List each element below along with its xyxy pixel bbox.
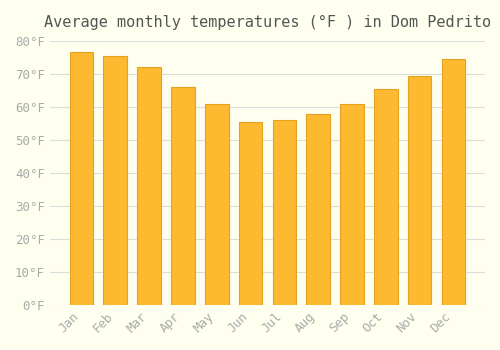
Bar: [374, 89, 398, 305]
Bar: [442, 59, 465, 305]
Bar: [340, 104, 364, 305]
Bar: [272, 120, 296, 305]
Bar: [70, 52, 94, 305]
Bar: [306, 113, 330, 305]
Bar: [138, 67, 161, 305]
Bar: [104, 56, 127, 305]
Bar: [171, 87, 194, 305]
Bar: [408, 76, 432, 305]
Bar: [205, 104, 229, 305]
Bar: [238, 122, 262, 305]
Title: Average monthly temperatures (°F ) in Dom Pedrito: Average monthly temperatures (°F ) in Do…: [44, 15, 491, 30]
